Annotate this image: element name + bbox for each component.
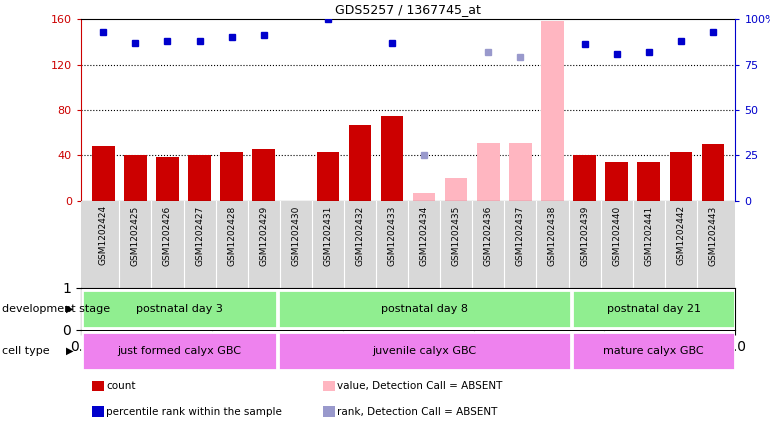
Text: GSM1202436: GSM1202436 [484,205,493,266]
Bar [477,143,500,201]
Bar [701,144,724,201]
Text: GSM1202433: GSM1202433 [387,205,397,266]
Bar [638,162,660,201]
Text: mature calyx GBC: mature calyx GBC [603,346,704,356]
Bar [509,143,531,201]
Text: GSM1202439: GSM1202439 [580,205,589,266]
Text: GSM1202430: GSM1202430 [291,205,300,266]
Bar [156,157,179,201]
Bar [413,193,435,201]
Bar [572,290,735,328]
Text: value, Detection Call = ABSENT: value, Detection Call = ABSENT [337,381,503,391]
Text: GSM1202428: GSM1202428 [227,205,236,266]
Bar [82,332,276,370]
Text: GSM1202427: GSM1202427 [195,205,204,266]
Bar [278,290,571,328]
Text: GSM1202434: GSM1202434 [420,205,429,266]
Text: postnatal day 3: postnatal day 3 [136,304,223,314]
Text: percentile rank within the sample: percentile rank within the sample [106,407,282,417]
Text: GSM1202440: GSM1202440 [612,205,621,266]
Text: rank, Detection Call = ABSENT: rank, Detection Call = ABSENT [337,407,497,417]
Text: postnatal day 8: postnatal day 8 [381,304,468,314]
Bar [349,125,371,201]
Bar [278,332,571,370]
Bar [541,21,564,201]
Text: GSM1202432: GSM1202432 [356,205,364,266]
Text: GSM1202425: GSM1202425 [131,205,140,266]
Bar [220,152,243,201]
Bar [605,162,628,201]
Text: GSM1202442: GSM1202442 [676,205,685,265]
Bar [189,156,211,201]
Bar [381,115,403,201]
Bar [82,290,276,328]
Text: just formed calyx GBC: just formed calyx GBC [117,346,241,356]
Title: GDS5257 / 1367745_at: GDS5257 / 1367745_at [335,3,481,16]
Bar [124,156,146,201]
Text: count: count [106,381,136,391]
Text: ▶: ▶ [65,346,73,356]
Text: ▶: ▶ [65,304,73,314]
Text: GSM1202441: GSM1202441 [644,205,653,266]
Bar [92,146,115,201]
Bar [253,148,275,201]
Text: GSM1202435: GSM1202435 [452,205,460,266]
Text: GSM1202424: GSM1202424 [99,205,108,265]
Text: GSM1202437: GSM1202437 [516,205,525,266]
Text: GSM1202431: GSM1202431 [323,205,333,266]
Text: GSM1202426: GSM1202426 [163,205,172,266]
Bar [316,152,339,201]
Text: juvenile calyx GBC: juvenile calyx GBC [373,346,477,356]
Text: cell type: cell type [2,346,49,356]
Bar [574,156,596,201]
Text: GSM1202429: GSM1202429 [259,205,268,266]
Text: GSM1202438: GSM1202438 [548,205,557,266]
Text: development stage: development stage [2,304,109,314]
Bar [670,152,692,201]
Bar [445,178,467,201]
Text: postnatal day 21: postnatal day 21 [607,304,701,314]
Bar [572,332,735,370]
Text: GSM1202443: GSM1202443 [708,205,718,266]
